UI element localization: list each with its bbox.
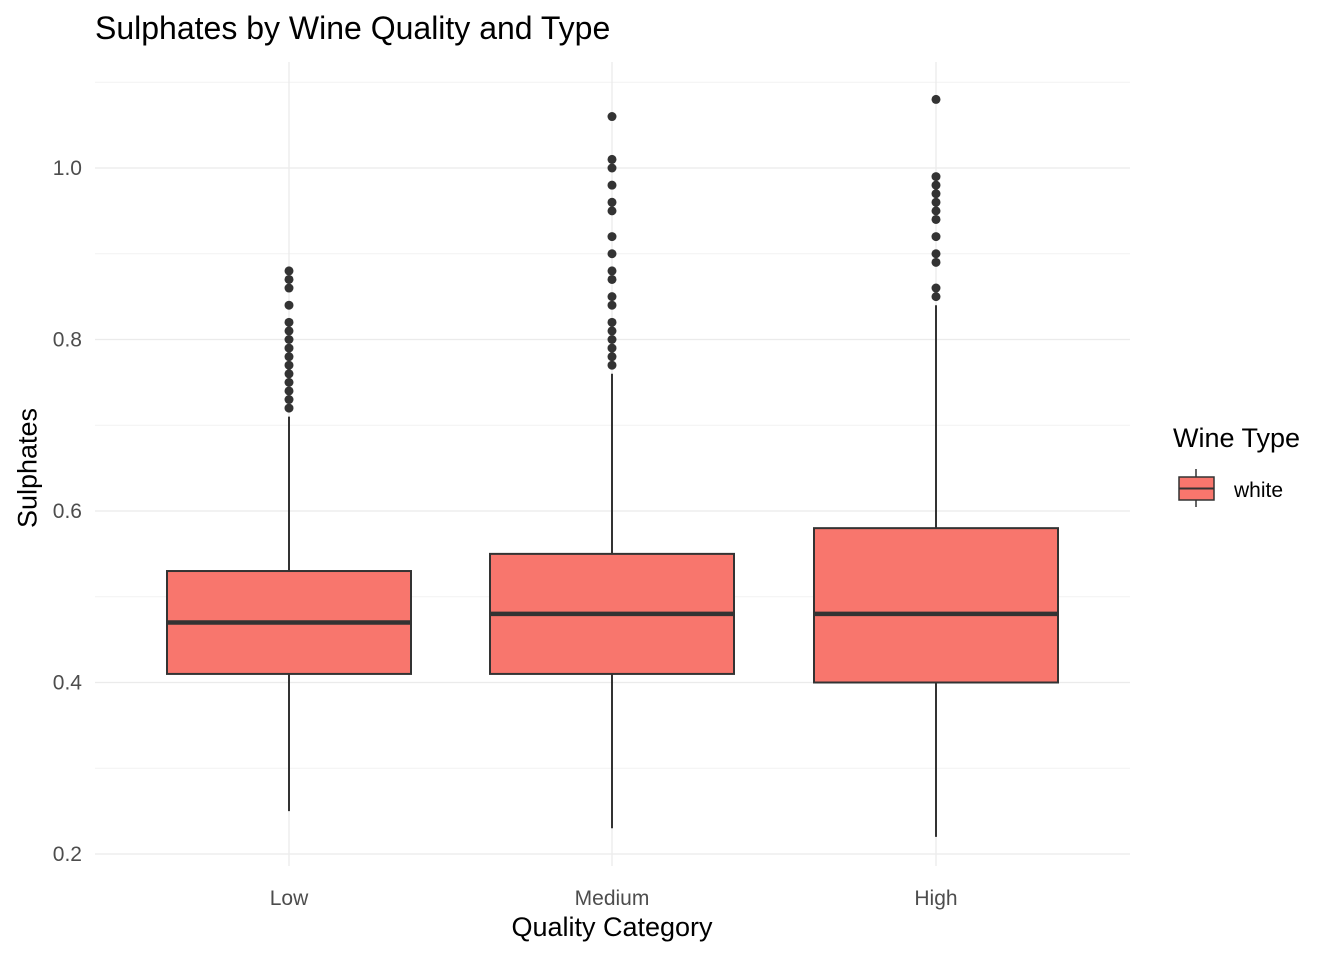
outlier-point xyxy=(607,292,617,302)
outlier-point xyxy=(931,257,941,267)
outlier-point xyxy=(607,352,617,362)
legend-entry-label: white xyxy=(1234,479,1284,502)
outlier-point xyxy=(607,335,617,344)
outlier-point xyxy=(607,180,617,190)
outlier-point xyxy=(931,249,941,259)
legend-title: Wine Type xyxy=(1173,423,1301,453)
outlier-point xyxy=(931,189,941,199)
x-axis-label: Quality Category xyxy=(511,912,713,942)
outlier-point xyxy=(931,214,941,224)
outlier-point xyxy=(607,197,617,207)
y-tick-label: 0.6 xyxy=(53,500,82,523)
outlier-point xyxy=(607,326,617,336)
outlier-point xyxy=(931,197,941,207)
chart-title: Sulphates by Wine Quality and Type xyxy=(95,10,611,46)
outlier-point xyxy=(931,232,941,242)
y-tick-label: 0.8 xyxy=(53,329,82,352)
outlier-point xyxy=(931,206,941,216)
x-tick-label: Medium xyxy=(575,887,650,910)
outlier-point xyxy=(284,352,294,362)
outlier-point xyxy=(607,249,617,259)
legend-key xyxy=(1178,469,1215,507)
outlier-point xyxy=(931,180,941,190)
outlier-point xyxy=(284,326,294,336)
outlier-point xyxy=(607,343,617,353)
outlier-point xyxy=(607,154,617,164)
outlier-point xyxy=(284,317,294,327)
y-tick-label: 0.2 xyxy=(53,843,82,866)
outlier-point xyxy=(607,206,617,216)
outlier-point xyxy=(607,266,617,276)
outlier-point xyxy=(931,94,941,104)
box-low xyxy=(166,266,412,812)
y-axis-label: Sulphates xyxy=(12,407,43,529)
outlier-point xyxy=(284,403,294,413)
x-axis-ticks: Low Medium High xyxy=(270,887,958,910)
x-tick-label: Low xyxy=(270,887,309,910)
outlier-point xyxy=(284,360,294,370)
outlier-point xyxy=(607,360,617,370)
outlier-point xyxy=(931,172,941,182)
box-high xyxy=(813,94,1059,837)
outlier-point xyxy=(284,386,294,396)
outlier-point xyxy=(607,317,617,327)
box-iqr xyxy=(813,527,1059,684)
outlier-point xyxy=(284,335,294,344)
y-tick-label: 0.4 xyxy=(53,672,83,695)
x-tick-label: High xyxy=(914,887,957,910)
outlier-point xyxy=(607,300,617,310)
outlier-point xyxy=(607,163,617,173)
outlier-point xyxy=(607,112,617,122)
y-axis-ticks: 0.2 0.4 0.6 0.8 1.0 xyxy=(53,157,83,866)
outlier-point xyxy=(284,395,294,405)
outlier-point xyxy=(931,283,941,293)
outlier-point xyxy=(284,266,294,276)
outlier-point xyxy=(284,274,294,284)
outlier-point xyxy=(284,300,294,310)
outlier-point xyxy=(607,232,617,242)
boxplot-series xyxy=(166,94,1059,837)
outlier-point xyxy=(284,369,294,379)
outlier-point xyxy=(284,343,294,353)
outlier-point xyxy=(284,377,294,387)
outlier-point xyxy=(931,292,941,302)
y-tick-label: 1.0 xyxy=(53,157,82,180)
outlier-point xyxy=(607,274,617,284)
box-medium xyxy=(489,112,735,829)
outlier-point xyxy=(284,283,294,293)
